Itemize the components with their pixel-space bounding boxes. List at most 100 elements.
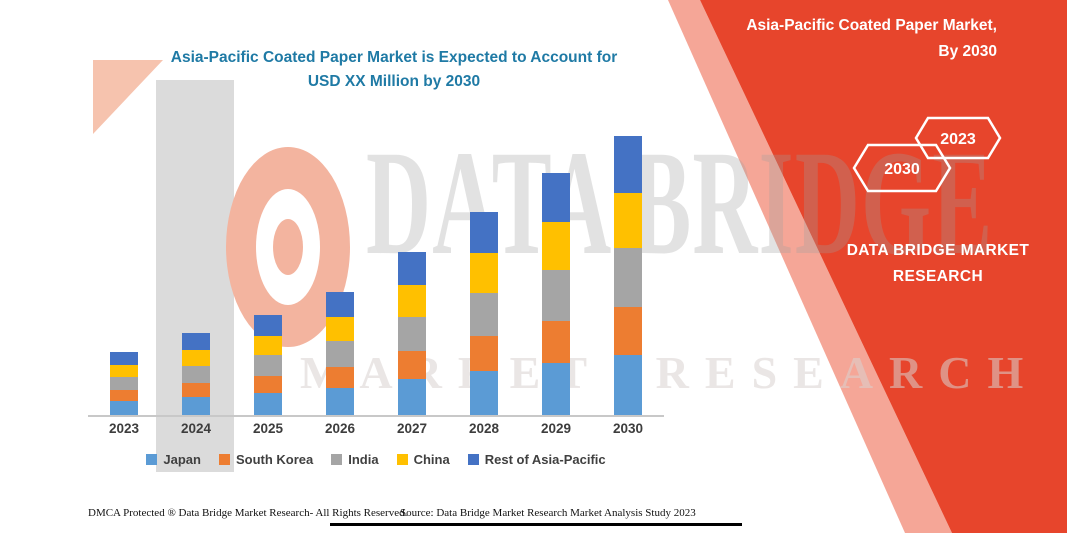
bar-cell bbox=[520, 123, 592, 415]
banner-title: Asia-Pacific Coated Paper Market, By 203… bbox=[746, 13, 997, 64]
hexagon-2023 bbox=[914, 116, 1002, 160]
bar-segment bbox=[326, 341, 354, 367]
bar-cell bbox=[232, 123, 304, 415]
legend-item: India bbox=[331, 452, 379, 467]
bar-segment bbox=[542, 222, 570, 270]
bar-segment bbox=[542, 270, 570, 321]
bar-segment bbox=[398, 252, 426, 285]
hexagon-2023-label: 2023 bbox=[940, 131, 976, 148]
bar-segment bbox=[326, 292, 354, 317]
bar-segment bbox=[614, 307, 642, 355]
bar-segment bbox=[398, 379, 426, 415]
bar-segment bbox=[110, 401, 138, 415]
bar-segment bbox=[182, 350, 210, 366]
bar-segment bbox=[398, 317, 426, 351]
bar-segment bbox=[254, 336, 282, 355]
bar-cell bbox=[448, 123, 520, 415]
bar-segment bbox=[470, 371, 498, 415]
x-axis-label: 2027 bbox=[396, 421, 428, 436]
x-axis-label: 2024 bbox=[180, 421, 212, 436]
bar-segment bbox=[110, 390, 138, 401]
chart-title-line2: USD XX Million by 2030 bbox=[307, 73, 481, 91]
x-axis-labels: 2023 2024 2025 2026 2027 2028 2029 2030 bbox=[88, 421, 664, 436]
legend: Japan South Korea India China Rest of Asia-P… bbox=[70, 452, 682, 467]
bar-cell bbox=[592, 123, 664, 415]
brand-line2: RESEARCH bbox=[892, 268, 984, 286]
bar-segment bbox=[542, 321, 570, 363]
legend-label: India bbox=[348, 452, 379, 467]
legend-label: China bbox=[413, 452, 450, 467]
bar-segment bbox=[182, 397, 210, 415]
bar-cell bbox=[88, 123, 160, 415]
x-axis-label: 2028 bbox=[468, 421, 500, 436]
logo-triangle bbox=[93, 60, 163, 134]
stacked-bar-2029 bbox=[542, 173, 570, 415]
legend-item: South Korea bbox=[218, 452, 314, 467]
footer-dmca: DMCA Protected ® Data Bridge Market Rese… bbox=[88, 507, 408, 519]
x-axis-label: 2025 bbox=[252, 421, 284, 436]
bar-segment bbox=[614, 355, 642, 415]
legend-swatch bbox=[467, 454, 479, 465]
bar-segment bbox=[470, 336, 498, 371]
stacked-bar-2024 bbox=[182, 333, 210, 415]
bar-segment bbox=[614, 248, 642, 307]
legend-item: China bbox=[396, 452, 450, 467]
bar-segment bbox=[254, 376, 282, 393]
legend-swatch bbox=[396, 454, 408, 465]
red-banner-accent-stripe bbox=[668, 0, 952, 533]
hexagon-2030-label: 2030 bbox=[884, 161, 920, 178]
bar-segment bbox=[398, 285, 426, 317]
bar-segment bbox=[470, 293, 498, 336]
bar-segment bbox=[182, 333, 210, 350]
legend-swatch bbox=[218, 454, 230, 465]
hexagon-badges: 2030 2023 bbox=[852, 116, 1002, 193]
banner-title-line1: Asia-Pacific Coated Paper Market, bbox=[746, 17, 997, 34]
stacked-bar-2023 bbox=[110, 352, 138, 415]
legend-item: Japan bbox=[146, 452, 201, 467]
bar-segment bbox=[614, 193, 642, 248]
brand-name: DATA BRIDGE MARKET RESEARCH bbox=[838, 238, 1038, 291]
legend-label: Japan bbox=[163, 452, 201, 467]
bar-segment bbox=[470, 212, 498, 253]
stacked-bar-2026 bbox=[326, 292, 354, 415]
banner-title-line2: By 2030 bbox=[938, 42, 997, 60]
logo-bowl-core bbox=[273, 219, 303, 275]
x-axis-label: 2029 bbox=[540, 421, 572, 436]
bar-segment bbox=[326, 317, 354, 341]
chart-title-line1: Asia-Pacific Coated Paper Market is Expe… bbox=[170, 49, 618, 66]
chart-title: Asia-Pacific Coated Paper Market is Expe… bbox=[134, 46, 654, 94]
footer-source: Source: Data Bridge Market Research Mark… bbox=[400, 507, 696, 519]
bar-segment bbox=[110, 377, 138, 390]
legend-swatch bbox=[331, 454, 343, 465]
stacked-bar-2025 bbox=[254, 315, 282, 415]
bar-segment bbox=[326, 367, 354, 388]
stacked-bar-2030 bbox=[614, 136, 642, 415]
legend-label: South Korea bbox=[235, 452, 314, 467]
bottom-rule bbox=[330, 523, 742, 526]
bar-segment bbox=[470, 253, 498, 293]
legend-label: Rest of Asia-Pacific bbox=[484, 452, 606, 467]
hexagon-2030 bbox=[852, 143, 952, 193]
legend-item: Rest of Asia-Pacific bbox=[467, 452, 606, 467]
stacked-bar-2028 bbox=[470, 212, 498, 415]
bar-segment bbox=[182, 366, 210, 383]
bar-segment bbox=[542, 173, 570, 222]
bar-segment bbox=[182, 383, 210, 397]
x-axis-label: 2026 bbox=[324, 421, 356, 436]
x-axis-label: 2023 bbox=[108, 421, 140, 436]
plot-area bbox=[88, 123, 664, 417]
stacked-bar-2027 bbox=[398, 252, 426, 415]
bar-segment bbox=[254, 315, 282, 336]
bar-segment bbox=[398, 351, 426, 379]
bar-cell bbox=[304, 123, 376, 415]
bar-segment bbox=[254, 355, 282, 376]
bar-cell bbox=[160, 123, 232, 415]
bar-segment bbox=[110, 365, 138, 377]
bar-segment bbox=[110, 352, 138, 365]
bar-segment bbox=[326, 388, 354, 415]
bar-segment bbox=[542, 363, 570, 415]
bar-segment bbox=[614, 136, 642, 193]
legend-swatch bbox=[146, 454, 158, 465]
